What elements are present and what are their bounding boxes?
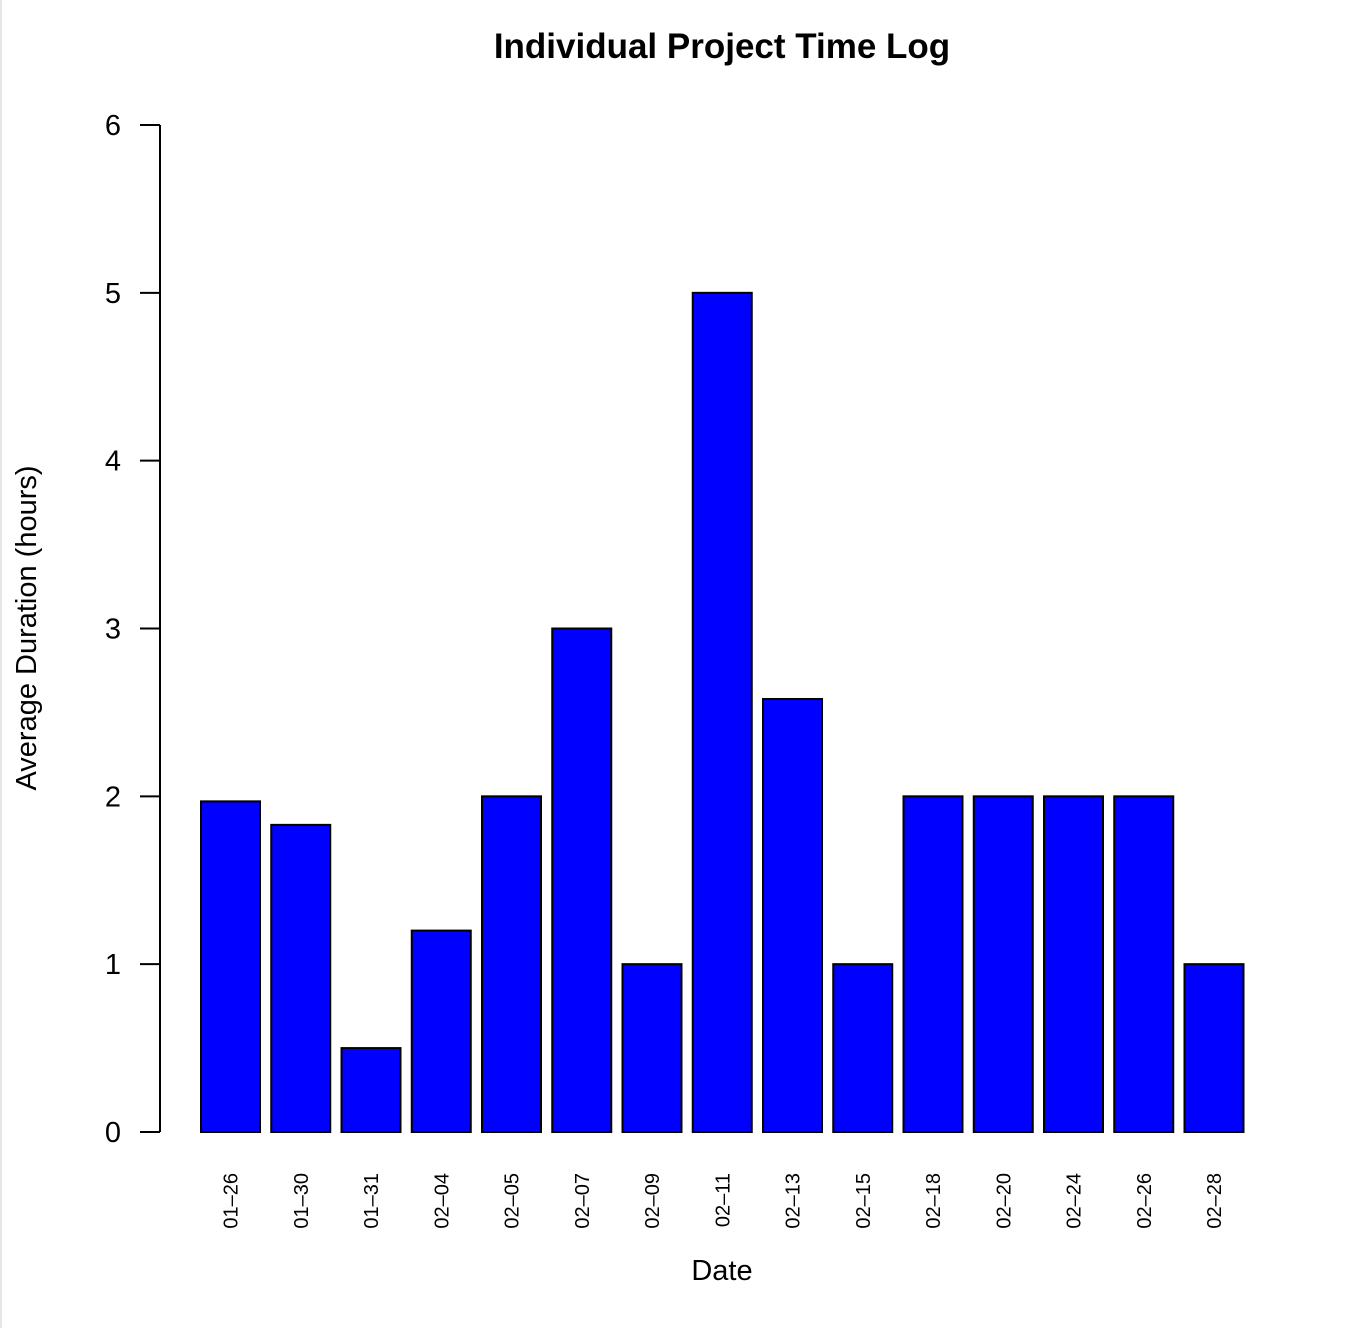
bar-02-11 <box>691 291 753 1134</box>
bar-01-26 <box>200 800 261 1133</box>
x-tick-label-02-04: 02–04 <box>431 1173 453 1229</box>
y-tick-label: 4 <box>105 446 121 478</box>
y-tick-label: 5 <box>105 278 121 310</box>
bar-01-30 <box>270 823 332 1133</box>
y-tick-label: 2 <box>105 781 121 813</box>
y-tick-label: 1 <box>105 949 121 981</box>
x-tick-label-01-26: 01–26 <box>221 1173 243 1229</box>
bar-02-07 <box>551 627 613 1133</box>
x-tick-label-02-07: 02–07 <box>572 1173 594 1229</box>
x-axis-label: Date <box>691 1255 752 1287</box>
x-tick-label-02-26: 02–26 <box>1134 1173 1156 1229</box>
bar-02-24 <box>1043 795 1104 1133</box>
window-edge <box>0 0 2 1328</box>
bar-02-20 <box>972 795 1034 1133</box>
x-tick-label-02-05: 02–05 <box>502 1173 524 1229</box>
bar-02-05 <box>481 795 542 1133</box>
bar-01-31 <box>340 1047 402 1134</box>
bar-02-28 <box>1183 963 1245 1134</box>
bar-02-18 <box>902 795 964 1133</box>
chart-title: Individual Project Time Log <box>494 27 950 66</box>
x-tick-label-02-15: 02–15 <box>853 1173 875 1229</box>
x-tick-label-01-30: 01–30 <box>291 1173 313 1229</box>
bar-02-04 <box>410 929 472 1133</box>
x-tick-label-02-24: 02–24 <box>1064 1173 1086 1229</box>
x-tick-label-02-20: 02–20 <box>993 1173 1015 1229</box>
y-tick-label: 0 <box>105 1117 121 1149</box>
x-tick-label-02-18: 02–18 <box>923 1173 945 1229</box>
y-axis-ticks: 0 1 2 3 4 5 6 <box>105 110 160 1149</box>
bar-02-26 <box>1113 795 1175 1133</box>
x-tick-label-02-28: 02–28 <box>1204 1173 1226 1229</box>
bar-02-09 <box>621 963 683 1134</box>
bar-series <box>200 291 1245 1134</box>
y-tick-label: 3 <box>105 614 121 646</box>
x-tick-label-02-13: 02–13 <box>783 1173 805 1229</box>
bar-02-15 <box>832 963 894 1134</box>
y-tick-label: 6 <box>105 110 121 142</box>
x-tick-label-02-09: 02–09 <box>642 1173 664 1229</box>
y-axis-label: Average Duration (hours) <box>11 465 43 790</box>
bar-02-13 <box>762 697 823 1133</box>
x-axis-tick-labels: 01–26 01–30 01–31 02–04 02–05 02–07 02–09 02–11… <box>221 1173 1227 1229</box>
x-tick-label-02-11: 02–11 <box>712 1173 734 1227</box>
x-tick-label-01-31: 01–31 <box>361 1173 383 1229</box>
